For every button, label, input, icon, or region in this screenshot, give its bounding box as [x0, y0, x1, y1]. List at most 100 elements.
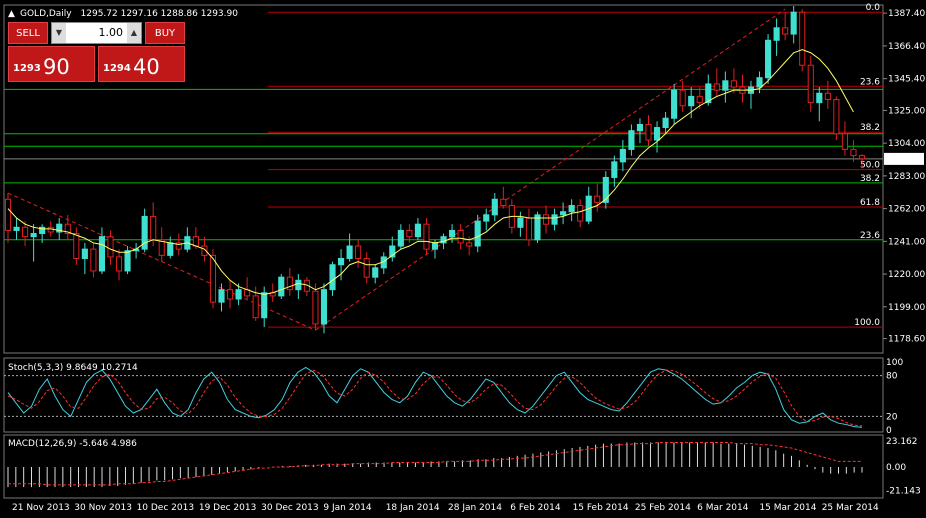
candle-body [696, 95, 703, 104]
candle-body [115, 256, 123, 272]
candle-body [517, 217, 524, 228]
candle-body [850, 148, 857, 157]
date-tick-label: 25 Feb 2014 [635, 503, 691, 513]
candle-body [90, 248, 97, 272]
price-tick-label: 1304.00 [888, 139, 925, 149]
candle-body [525, 217, 533, 241]
candle-body [671, 89, 678, 119]
candle-body [141, 215, 148, 250]
candle-body [397, 229, 404, 247]
stoch-title: Stoch(5,3,3) 9.8649 10.2714 [8, 363, 138, 373]
candle-body [278, 276, 285, 297]
price-tick-label: 1178.60 [888, 335, 925, 345]
candle-body [440, 236, 447, 244]
candle-body [722, 80, 729, 91]
sell-button[interactable]: SELL [8, 22, 48, 44]
price-tick-label: 1220.00 [888, 270, 925, 280]
trade-panel: SELL ▼ 1.00 ▲ BUY 1293 90 1294 40 [8, 22, 185, 82]
candle-body [474, 220, 481, 247]
candle-body [389, 245, 396, 258]
quantity-stepper[interactable]: ▼ 1.00 ▲ [51, 22, 142, 44]
price-tick-label: 1241.00 [888, 237, 925, 247]
sell-price-button[interactable]: 1293 90 [8, 46, 95, 82]
candle-body [30, 233, 37, 238]
candle-body [790, 11, 797, 35]
price-tick-label: 1366.40 [888, 42, 925, 52]
symbol-title: GOLD,Daily [20, 9, 72, 19]
date-tick-label: 19 Dec 2013 [199, 503, 257, 513]
candle-body [286, 276, 293, 291]
candle-body [295, 279, 302, 291]
date-tick-label: 18 Jan 2014 [386, 503, 440, 513]
candle-body [355, 245, 362, 259]
candle-body [500, 198, 507, 206]
chart-header: GOLD,Daily 1295.72 1297.16 1288.86 1293.… [20, 9, 238, 19]
candle-body [22, 226, 29, 238]
fib-red-label: 0.0 [866, 3, 881, 13]
candle-body [542, 214, 550, 225]
stoch-tick-label: 80 [886, 372, 898, 382]
candle-body [807, 64, 814, 104]
candle-body [64, 223, 71, 235]
candle-body [713, 83, 720, 91]
candle-body [107, 236, 114, 258]
chevron-down-icon[interactable]: ▼ [52, 23, 66, 43]
candle-body [662, 117, 669, 129]
macd-tick-label: -21.143 [886, 487, 921, 497]
candle-body [56, 223, 63, 233]
candle-body [816, 92, 823, 104]
candle-body [226, 289, 234, 300]
candle-body [150, 215, 157, 241]
stochastic-lines [4, 366, 883, 428]
candle-body [730, 80, 737, 88]
candle-body [602, 176, 609, 203]
zigzag-segment [315, 8, 786, 331]
candle-body [551, 214, 558, 225]
candle-body [782, 27, 789, 35]
candle-body [167, 242, 174, 256]
candle-body [209, 254, 217, 303]
candle-body [329, 264, 336, 291]
candle-body [201, 245, 208, 256]
sell-price-big: 90 [43, 55, 70, 79]
candle-body [619, 148, 626, 163]
candle-body [175, 242, 182, 250]
fib-red-label: 61.8 [860, 198, 880, 208]
buy-button[interactable]: BUY [145, 22, 185, 44]
candle-body [363, 257, 370, 278]
candle-body [81, 248, 88, 259]
macd-tick-label: 23.162 [886, 437, 918, 447]
date-tick-label: 30 Dec 2013 [261, 503, 319, 513]
candle-body [560, 211, 567, 216]
candle-body [858, 155, 866, 160]
price-tick-label: 1387.40 [888, 9, 925, 19]
fib-green-label: 38.2 [860, 174, 880, 184]
stoch-tick-label: 0 [886, 426, 892, 436]
candle-body [406, 229, 413, 238]
candle-body [303, 279, 310, 292]
quantity-input[interactable]: 1.00 [98, 26, 124, 39]
candle-body [73, 233, 80, 259]
candle-body [449, 229, 456, 238]
candle-body [457, 229, 464, 244]
candle-body [261, 292, 268, 319]
candle-body [312, 290, 319, 325]
date-tick-label: 6 Feb 2014 [510, 503, 561, 513]
date-tick-label: 6 Mar 2014 [697, 503, 749, 513]
candle-body [841, 133, 848, 150]
fib-red-label: 38.2 [860, 123, 880, 133]
stoch-main-line [7, 366, 863, 428]
macd-signal-line [8, 441, 862, 486]
candle-body [466, 242, 473, 247]
fib-red-label: 100.0 [854, 318, 880, 328]
stoch-signal-line [7, 369, 863, 427]
chevron-up-icon[interactable]: ▲ [127, 23, 141, 43]
symbol-triangle-icon: ▲ [8, 9, 15, 19]
candle-body [192, 236, 199, 247]
candle-body [491, 198, 498, 216]
candle-body [824, 92, 831, 101]
macd-title: MACD(12,26,9) -5.646 4.986 [8, 439, 137, 449]
buy-price-button[interactable]: 1294 40 [98, 46, 185, 82]
price-tick-label: 1345.40 [888, 75, 925, 85]
